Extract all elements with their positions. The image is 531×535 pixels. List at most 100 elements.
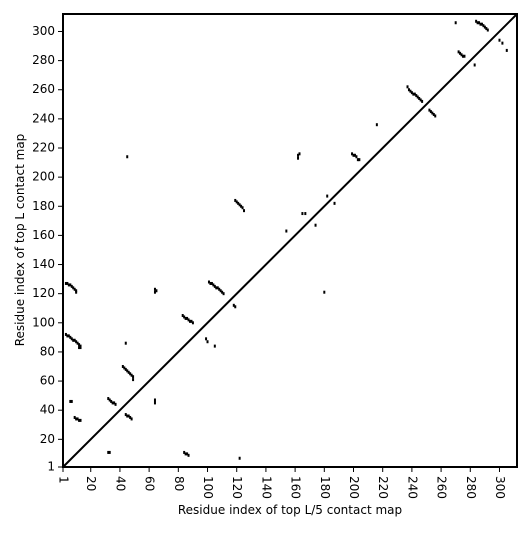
contact-point: [76, 417, 79, 421]
contact-point: [415, 94, 418, 98]
contact-point: [153, 398, 156, 402]
contact-point: [498, 38, 501, 42]
contact-point: [240, 204, 243, 208]
contact-point: [129, 415, 132, 419]
contact-point: [183, 315, 186, 319]
contact-point: [153, 287, 156, 291]
contact-point: [66, 334, 69, 338]
contact-point: [358, 158, 361, 162]
contact-point: [69, 283, 72, 287]
contact-point: [113, 401, 116, 405]
contact-point: [181, 314, 184, 318]
contact-point: [124, 367, 127, 371]
contact-point: [132, 378, 135, 382]
contact-point: [186, 452, 189, 456]
x-tick-label: 180: [318, 476, 332, 499]
contact-point: [186, 316, 189, 320]
contact-point: [114, 402, 117, 406]
contact-point: [72, 338, 75, 342]
contact-point: [406, 85, 409, 89]
contact-point: [479, 22, 482, 26]
contact-point: [190, 319, 193, 323]
contact-point: [297, 153, 300, 157]
contact-point: [127, 414, 130, 418]
contact-point: [153, 401, 156, 405]
contact-point: [215, 286, 218, 290]
contact-point: [333, 201, 336, 205]
contact-point: [213, 284, 216, 288]
x-tick-label: 140: [259, 476, 273, 499]
contact-point: [213, 344, 216, 348]
contact-point: [352, 153, 355, 157]
y-tick-label: 140: [32, 257, 55, 271]
contact-point: [121, 364, 124, 368]
contact-point: [473, 63, 476, 67]
contact-point: [221, 290, 224, 294]
contact-point: [111, 401, 114, 405]
contact-point: [70, 284, 73, 288]
y-tick-label: 80: [40, 344, 55, 358]
contact-point: [356, 158, 359, 162]
contact-point: [129, 372, 132, 376]
plot-frame: [62, 13, 518, 468]
contact-point: [232, 303, 235, 307]
contact-point: [304, 212, 307, 216]
contact-point: [457, 50, 460, 54]
contact-point: [413, 92, 416, 96]
contact-point: [187, 453, 190, 457]
y-tick-label: 40: [40, 403, 55, 417]
x-tick-label: 60: [143, 476, 157, 491]
x-tick-label: 260: [435, 476, 449, 499]
contact-point: [110, 399, 113, 403]
contact-point: [75, 290, 78, 294]
contact-point: [107, 397, 110, 401]
contact-point: [75, 340, 78, 344]
contact-point: [78, 346, 81, 350]
contact-point: [206, 340, 209, 344]
contact-point: [130, 373, 133, 377]
contact-point: [234, 198, 237, 202]
contact-point: [483, 25, 486, 29]
contact-point: [184, 316, 187, 320]
contact-point: [79, 418, 82, 422]
contact-point: [126, 369, 129, 373]
contact-point: [127, 370, 130, 374]
y-tick-label: 160: [32, 228, 55, 242]
y-tick-label: 60: [40, 374, 55, 388]
contact-point: [501, 41, 504, 45]
contact-point: [218, 287, 221, 291]
x-tick-label: 20: [84, 476, 98, 491]
contact-point: [434, 114, 437, 118]
contact-point: [461, 54, 464, 58]
contact-point: [107, 450, 110, 454]
contact-point: [124, 341, 127, 345]
contact-point: [70, 399, 73, 403]
x-tick-label: 40: [113, 476, 127, 491]
contact-point: [351, 152, 354, 156]
x-tick-label: 160: [289, 476, 303, 499]
contact-point: [210, 281, 213, 285]
contact-point: [69, 399, 72, 403]
contact-point: [429, 110, 432, 114]
contact-point: [421, 99, 424, 103]
contact-point: [123, 366, 126, 370]
contact-point: [64, 281, 67, 285]
contact-point: [126, 155, 129, 159]
contact-point: [73, 338, 76, 342]
contact-point: [314, 223, 317, 227]
contact-point: [482, 24, 485, 28]
x-tick-label: 120: [230, 476, 244, 499]
contact-point: [416, 95, 419, 99]
diagonal-line: [62, 13, 518, 468]
contact-point: [66, 281, 69, 285]
contact-point: [476, 21, 479, 25]
contact-point: [207, 280, 210, 284]
contact-point: [78, 418, 81, 422]
contact-point: [243, 209, 246, 213]
contact-point: [323, 290, 326, 294]
contact-point: [375, 123, 378, 127]
contact-point: [454, 21, 457, 25]
contact-point: [222, 292, 225, 296]
contact-point: [475, 19, 478, 23]
